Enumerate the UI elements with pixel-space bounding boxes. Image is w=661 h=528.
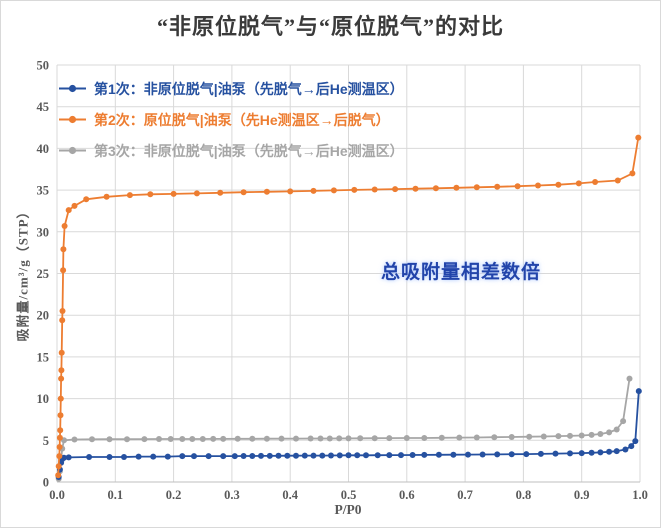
svg-text:0.7: 0.7 — [457, 488, 473, 502]
svg-text:0.3: 0.3 — [224, 488, 240, 502]
svg-text:45: 45 — [37, 100, 50, 114]
svg-text:0.6: 0.6 — [399, 488, 415, 502]
line-dot-marker-icon — [59, 115, 86, 124]
legend-item-series2: 第2次：原位脱气|油泵（先He测温区→后脱气） — [59, 104, 404, 135]
line-dot-marker-icon — [59, 146, 86, 155]
svg-text:40: 40 — [37, 142, 50, 156]
svg-text:5: 5 — [43, 434, 49, 448]
legend-label-series1: 第1次：非原位脱气|油泵（先脱气→后He测温区） — [94, 80, 404, 97]
legend-item-series3: 第3次：非原位脱气|油泵（先脱气→后He测温区） — [59, 135, 404, 166]
annotation-text: 总吸附量相差数倍 — [381, 262, 542, 283]
y-axis-title: 吸附量/cm³/g（STP） — [15, 204, 31, 342]
legend-item-series1: 第1次：非原位脱气|油泵（先脱气→后He测温区） — [59, 73, 404, 104]
legend-label-series2: 第2次：原位脱气|油泵（先He测温区→后脱气） — [94, 111, 390, 128]
svg-text:0.4: 0.4 — [282, 488, 298, 502]
svg-text:0.9: 0.9 — [574, 488, 590, 502]
svg-text:35: 35 — [37, 184, 50, 198]
svg-text:20: 20 — [37, 309, 50, 323]
svg-text:1.0: 1.0 — [632, 488, 648, 502]
svg-text:10: 10 — [37, 392, 50, 406]
svg-text:25: 25 — [37, 267, 50, 281]
svg-text:0: 0 — [43, 476, 49, 490]
chart-title: “非原位脱气”与“原位脱气”的对比 — [156, 14, 504, 39]
svg-text:0.2: 0.2 — [166, 488, 182, 502]
svg-text:0.0: 0.0 — [49, 488, 65, 502]
svg-text:50: 50 — [37, 59, 50, 73]
svg-text:15: 15 — [37, 350, 50, 364]
legend-label-series3: 第3次：非原位脱气|油泵（先脱气→后He测温区） — [94, 142, 404, 159]
svg-text:0.1: 0.1 — [107, 488, 123, 502]
svg-text:30: 30 — [37, 225, 50, 239]
line-dot-marker-icon — [59, 84, 86, 93]
svg-text:0.8: 0.8 — [516, 488, 532, 502]
legend: 第1次：非原位脱气|油泵（先脱气→后He测温区） 第2次：原位脱气|油泵（先He… — [59, 73, 404, 166]
svg-text:0.5: 0.5 — [341, 488, 357, 502]
x-axis-title: P/P0 — [334, 502, 362, 517]
